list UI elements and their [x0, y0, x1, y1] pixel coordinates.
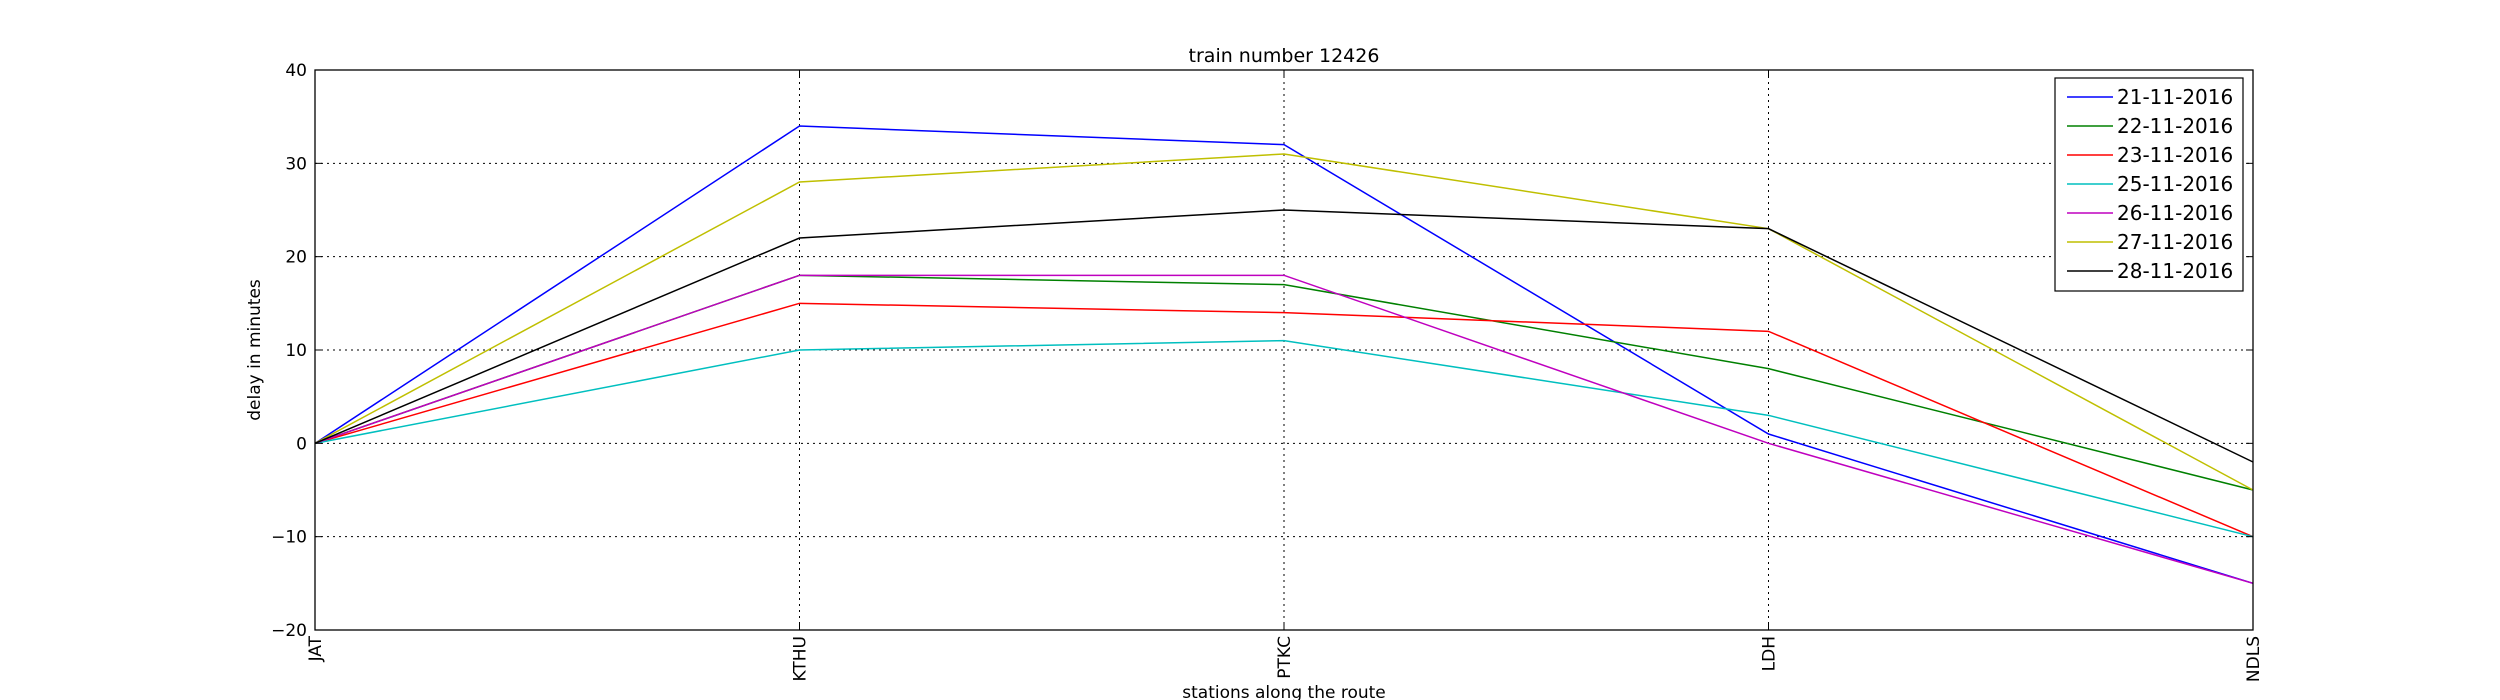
series-line-23-11-2016: [314, 302, 2254, 538]
series-line-28-11-2016: [314, 209, 2254, 463]
legend-label: 28-11-2016: [2117, 259, 2233, 283]
series-layer: [314, 125, 2254, 585]
series-line-27-11-2016: [314, 153, 2254, 491]
legend-label: 27-11-2016: [2117, 230, 2233, 254]
y-axis-label: delay in minutes: [245, 279, 265, 421]
y-tick-label: 10: [285, 341, 307, 361]
legend-label: 21-11-2016: [2117, 85, 2233, 109]
y-tick-label: 30: [285, 154, 307, 174]
x-tick-label: PTKC: [1275, 636, 1295, 679]
series-line-25-11-2016: [314, 339, 2254, 538]
chart-title: train number 12426: [1189, 45, 1380, 67]
y-tick-label: 0: [296, 434, 307, 454]
series-line-26-11-2016: [314, 274, 2254, 585]
y-tick-label: 40: [285, 61, 307, 81]
x-tick-label: KTHU: [791, 636, 811, 681]
legend-label: 23-11-2016: [2117, 143, 2233, 167]
series-line-21-11-2016: [314, 125, 2254, 585]
y-tick-label: 20: [285, 248, 307, 268]
legend: 21-11-2016 22-11-2016 23-11-2016 25-11-2016…: [2054, 77, 2244, 292]
legend-label: 25-11-2016: [2117, 172, 2233, 196]
y-tick-label: −10: [271, 528, 307, 548]
x-tick-label: LDH: [1760, 636, 1780, 671]
legend-label: 26-11-2016: [2117, 201, 2233, 225]
x-tick-label: JAT: [306, 635, 326, 662]
x-axis-label: stations along the route: [1182, 683, 1386, 700]
x-tick-label: NDLS: [2244, 636, 2264, 682]
legend-label: 22-11-2016: [2117, 114, 2233, 138]
y-tick-label: −20: [271, 621, 307, 641]
